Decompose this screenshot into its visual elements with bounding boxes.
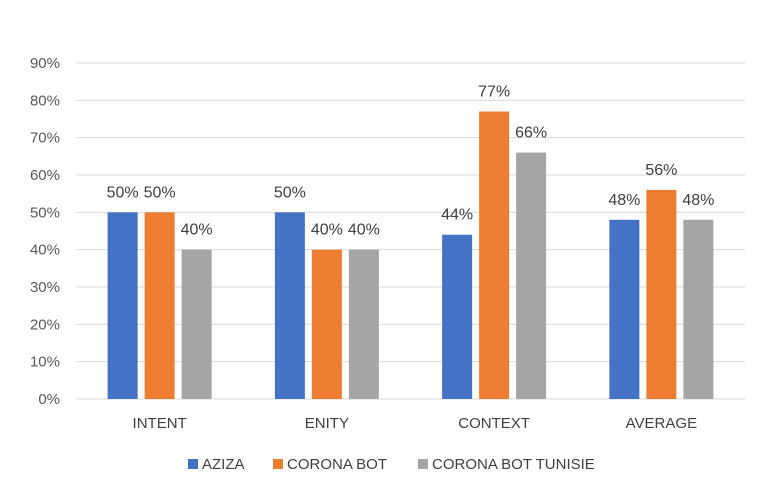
bar-corona-bot-enity <box>311 249 342 399</box>
bar-corona-bot-context <box>479 111 510 400</box>
gridlines <box>76 62 745 400</box>
bar-corona-bot-tunisie-average <box>683 219 714 399</box>
data-label: 40% <box>181 222 213 239</box>
y-tick-label: 60% <box>30 167 60 184</box>
legend: AZIZA CORONA BOT CORONA BOT TUNISIE <box>188 456 595 473</box>
bar-aziza-enity <box>274 212 305 399</box>
bar-corona-bot-tunisie-context <box>516 152 547 399</box>
x-category-label: AVERAGE <box>626 415 697 432</box>
bar-aziza-intent <box>107 212 138 399</box>
y-tick-label: 70% <box>30 130 60 147</box>
bar-corona-bot-tunisie-intent <box>181 249 212 399</box>
y-tick-label: 0% <box>38 391 60 408</box>
y-tick-label: 40% <box>30 242 60 259</box>
data-label: 48% <box>682 192 714 209</box>
bar-corona-bot-intent <box>144 212 175 399</box>
y-tick-label: 80% <box>30 92 60 109</box>
x-category-label: INTENT <box>133 415 187 432</box>
legend-label: AZIZA <box>202 456 245 473</box>
bar-aziza-context <box>442 234 473 399</box>
data-label: 40% <box>311 222 343 239</box>
bar-aziza-average <box>609 219 640 399</box>
data-label: 50% <box>107 184 139 201</box>
data-label: 50% <box>144 184 176 201</box>
data-label: 50% <box>274 184 306 201</box>
data-label: 66% <box>515 125 547 142</box>
x-category-label: ENITY <box>305 415 349 432</box>
data-label: 48% <box>608 192 640 209</box>
y-tick-label: 20% <box>30 316 60 333</box>
x-category-label: CONTEXT <box>458 415 530 432</box>
x-axis-categories: INTENT ENITY CONTEXT AVERAGE <box>133 415 698 432</box>
legend-label: CORONA BOT TUNISIE <box>432 456 595 473</box>
data-label: 56% <box>645 162 677 179</box>
bar-corona-bot-average <box>646 189 677 399</box>
legend-swatch <box>418 459 428 469</box>
y-tick-label: 50% <box>30 204 60 221</box>
legend-swatch <box>188 459 198 469</box>
bars <box>107 111 714 400</box>
y-tick-label: 30% <box>30 279 60 296</box>
data-label: 44% <box>441 207 473 224</box>
bar-corona-bot-tunisie-enity <box>348 249 379 399</box>
legend-swatch <box>273 459 283 469</box>
y-tick-label: 10% <box>30 354 60 371</box>
data-label: 40% <box>348 222 380 239</box>
legend-label: CORONA BOT <box>287 456 387 473</box>
data-label: 77% <box>478 84 510 101</box>
y-tick-label: 90% <box>30 55 60 72</box>
y-axis-ticks: 0% 10% 20% 30% 40% 50% 60% 70% 80% 90% <box>30 55 60 408</box>
data-labels: 50% 50% 40% 50% 40% 40% 44% 77% 66% 48% 56% 48% <box>107 84 715 239</box>
